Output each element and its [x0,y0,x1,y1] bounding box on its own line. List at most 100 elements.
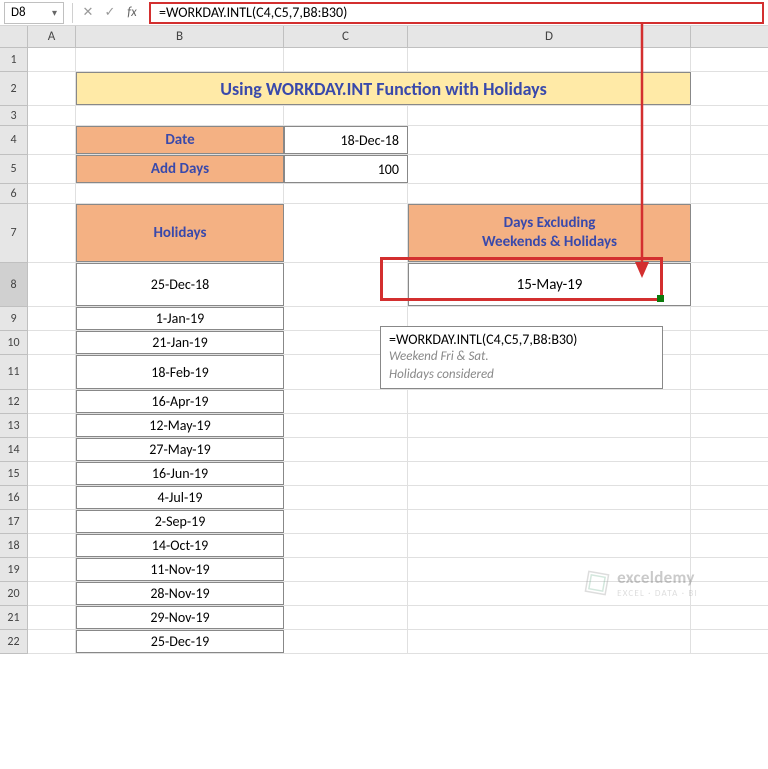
cell[interactable] [408,462,691,485]
row-header[interactable]: 5 [0,155,28,184]
cell[interactable] [284,106,408,125]
cell[interactable] [408,414,691,437]
result-header[interactable]: Days Excluding Weekends & Holidays [408,204,691,262]
holiday-cell[interactable]: 12-May-19 [76,414,284,437]
holiday-cell[interactable]: 16-Apr-19 [76,390,284,413]
cell[interactable] [408,390,691,413]
cell[interactable] [284,414,408,437]
holiday-cell[interactable]: 18-Feb-19 [76,355,284,389]
cell[interactable] [408,48,691,71]
cell[interactable] [284,558,408,581]
holidays-header[interactable]: Holidays [76,204,284,262]
cell[interactable] [28,184,76,203]
cell[interactable] [284,263,408,306]
date-label[interactable]: Date [76,126,284,154]
row-header[interactable]: 6 [0,184,28,204]
cell[interactable] [408,534,691,557]
accept-formula-icon[interactable]: ✓ [99,2,121,24]
holiday-cell[interactable]: 29-Nov-19 [76,606,284,629]
col-header-C[interactable]: C [284,26,408,47]
row-header[interactable]: 9 [0,307,28,331]
cell[interactable] [284,48,408,71]
cell[interactable] [28,510,76,533]
holiday-cell[interactable]: 27-May-19 [76,438,284,461]
cell[interactable] [284,606,408,629]
cell[interactable] [408,630,691,653]
cell[interactable] [28,355,76,389]
cell[interactable] [28,307,76,330]
row-header[interactable]: 15 [0,462,28,486]
cell[interactable] [28,438,76,461]
row-header[interactable]: 18 [0,534,28,558]
cell[interactable] [28,72,76,105]
row-header[interactable]: 4 [0,126,28,155]
holiday-cell[interactable]: 1-Jan-19 [76,307,284,330]
row-header[interactable]: 8 [0,263,28,307]
cell[interactable] [284,630,408,653]
cell[interactable] [28,582,76,605]
cell[interactable] [28,414,76,437]
cell[interactable] [28,106,76,125]
name-box[interactable]: D8 ▾ [4,2,64,24]
cell[interactable] [76,184,284,203]
cell[interactable] [408,126,691,154]
fx-icon[interactable]: fx [121,2,143,24]
cell[interactable] [284,390,408,413]
cell[interactable] [28,558,76,581]
add-days-label[interactable]: Add Days [76,155,284,183]
row-header[interactable]: 12 [0,390,28,414]
row-header[interactable]: 11 [0,355,28,390]
add-days-value[interactable]: 100 [284,155,408,183]
row-header[interactable]: 1 [0,48,28,72]
row-header[interactable]: 2 [0,72,28,106]
row-header[interactable]: 22 [0,630,28,654]
cell[interactable] [28,486,76,509]
holiday-cell[interactable]: 28-Nov-19 [76,582,284,605]
cell[interactable] [76,48,284,71]
holiday-cell[interactable]: 11-Nov-19 [76,558,284,581]
row-header[interactable]: 7 [0,204,28,263]
row-header[interactable]: 16 [0,486,28,510]
result-value[interactable]: 15-May-19 [408,263,691,306]
cell[interactable] [28,204,76,262]
col-header-D[interactable]: D [408,26,691,47]
holiday-cell[interactable]: 14-Oct-19 [76,534,284,557]
cell[interactable] [28,48,76,71]
page-title[interactable]: Using WORKDAY.INT Function with Holidays [76,72,691,105]
cell[interactable] [284,486,408,509]
col-header-A[interactable]: A [28,26,76,47]
cell[interactable] [408,606,691,629]
cell[interactable] [408,486,691,509]
name-box-dropdown-icon[interactable]: ▾ [52,6,57,19]
cell[interactable] [28,630,76,653]
row-header[interactable]: 3 [0,106,28,126]
cell[interactable] [284,582,408,605]
cell[interactable] [28,155,76,183]
row-header[interactable]: 19 [0,558,28,582]
date-value[interactable]: 18-Dec-18 [284,126,408,154]
cell[interactable] [408,106,691,125]
cancel-formula-icon[interactable]: ✕ [77,2,99,24]
cell[interactable] [284,462,408,485]
cell[interactable] [28,331,76,354]
holiday-cell[interactable]: 25-Dec-19 [76,630,284,653]
holiday-cell[interactable]: 25-Dec-18 [76,263,284,306]
cell[interactable] [28,534,76,557]
cell[interactable] [28,606,76,629]
select-all-corner[interactable] [0,26,28,47]
cell[interactable] [28,126,76,154]
row-header[interactable]: 14 [0,438,28,462]
formula-input[interactable]: =WORKDAY.INTL(C4,C5,7,B8:B30) [159,4,347,21]
cell[interactable] [408,155,691,183]
cell[interactable] [408,510,691,533]
row-header[interactable]: 17 [0,510,28,534]
holiday-cell[interactable]: 4-Jul-19 [76,486,284,509]
row-header[interactable]: 20 [0,582,28,606]
row-header[interactable]: 21 [0,606,28,630]
holiday-cell[interactable]: 21-Jan-19 [76,331,284,354]
cell[interactable] [28,263,76,306]
cell[interactable] [284,534,408,557]
cell[interactable] [284,204,408,262]
cell[interactable] [284,510,408,533]
cell[interactable] [76,106,284,125]
